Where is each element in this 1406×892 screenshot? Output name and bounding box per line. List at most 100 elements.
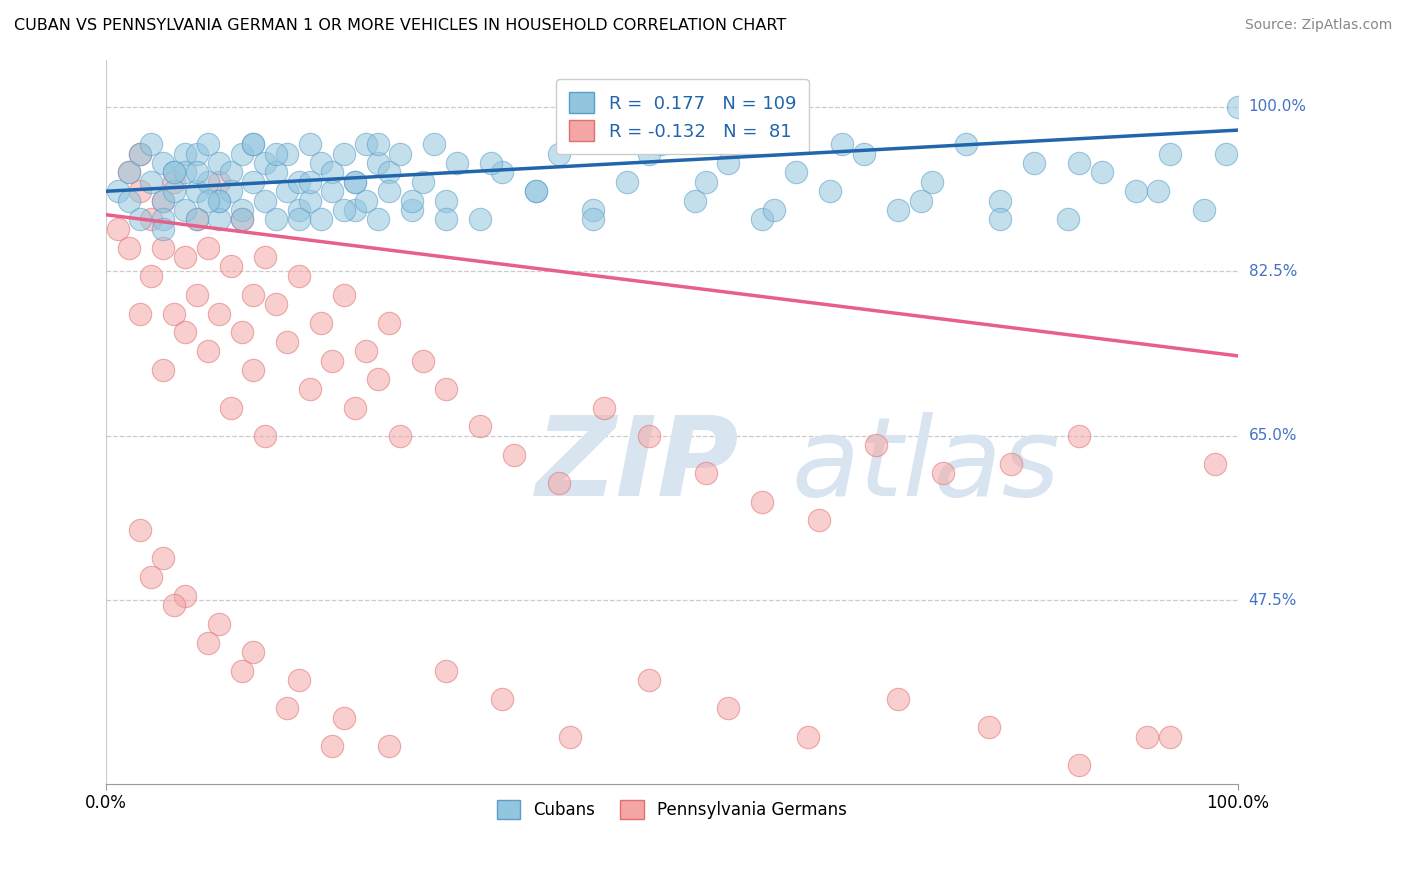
Text: ZIP: ZIP [536, 411, 740, 518]
Point [231, 203, 253, 218]
Point [197, 635, 219, 649]
Point [479, 156, 502, 170]
Point [1000, 457, 1022, 471]
Point [152, 222, 174, 236]
Point [491, 692, 513, 706]
Point [921, 175, 943, 189]
Point [434, 664, 457, 678]
Point [412, 175, 434, 189]
Point [264, 165, 287, 179]
Point [344, 203, 367, 218]
Point [356, 194, 378, 208]
Point [955, 137, 977, 152]
Point [141, 268, 163, 283]
Point [298, 175, 321, 189]
Point [163, 175, 186, 189]
Point [309, 212, 332, 227]
Point [152, 156, 174, 170]
Point [356, 137, 378, 152]
Point [616, 175, 638, 189]
Point [163, 598, 186, 612]
Point [468, 419, 491, 434]
Point [412, 353, 434, 368]
Point [186, 184, 208, 198]
Point [163, 165, 186, 179]
Point [129, 146, 152, 161]
Point [378, 316, 401, 330]
Point [1147, 184, 1170, 198]
Point [276, 701, 298, 715]
Point [231, 212, 253, 227]
Point [129, 523, 152, 537]
Point [152, 194, 174, 208]
Point [107, 222, 129, 236]
Point [321, 184, 343, 198]
Point [367, 156, 389, 170]
Point [174, 589, 197, 603]
Point [242, 287, 264, 301]
Point [197, 175, 219, 189]
Point [333, 711, 356, 725]
Point [309, 156, 332, 170]
Point [219, 165, 242, 179]
Text: CUBAN VS PENNSYLVANIA GERMAN 1 OR MORE VEHICLES IN HOUSEHOLD CORRELATION CHART: CUBAN VS PENNSYLVANIA GERMAN 1 OR MORE V… [14, 18, 786, 33]
Point [298, 137, 321, 152]
Point [208, 616, 231, 631]
Text: Source: ZipAtlas.com: Source: ZipAtlas.com [1244, 18, 1392, 32]
Point [321, 165, 343, 179]
Point [367, 372, 389, 386]
Point [695, 175, 717, 189]
Point [118, 165, 141, 179]
Point [389, 146, 412, 161]
Point [219, 401, 242, 415]
Point [333, 203, 356, 218]
Point [253, 156, 276, 170]
Point [367, 137, 389, 152]
Point [932, 467, 955, 481]
Point [253, 194, 276, 208]
Point [141, 570, 163, 584]
Point [298, 382, 321, 396]
Point [1159, 730, 1181, 744]
Point [796, 730, 818, 744]
Point [1125, 184, 1147, 198]
Point [434, 212, 457, 227]
Point [333, 146, 356, 161]
Point [853, 146, 876, 161]
Point [141, 175, 163, 189]
Point [107, 184, 129, 198]
Point [524, 184, 547, 198]
Point [129, 212, 152, 227]
Point [638, 146, 661, 161]
Point [468, 212, 491, 227]
Point [231, 664, 253, 678]
Point [401, 203, 423, 218]
Point [807, 513, 830, 527]
Point [129, 184, 152, 198]
Point [152, 363, 174, 377]
Text: atlas: atlas [792, 411, 1060, 518]
Point [1091, 165, 1114, 179]
Point [208, 156, 231, 170]
Point [344, 175, 367, 189]
Point [276, 184, 298, 198]
Point [287, 203, 309, 218]
Point [344, 175, 367, 189]
Point [1192, 203, 1215, 218]
Point [242, 137, 264, 152]
Point [208, 194, 231, 208]
Point [434, 382, 457, 396]
Point [186, 165, 208, 179]
Point [163, 165, 186, 179]
Point [582, 203, 605, 218]
Point [118, 165, 141, 179]
Point [242, 645, 264, 659]
Point [141, 137, 163, 152]
Point [231, 146, 253, 161]
Point [208, 175, 231, 189]
Point [887, 692, 910, 706]
Point [219, 184, 242, 198]
Point [831, 137, 853, 152]
Point [208, 306, 231, 320]
Point [287, 673, 309, 688]
